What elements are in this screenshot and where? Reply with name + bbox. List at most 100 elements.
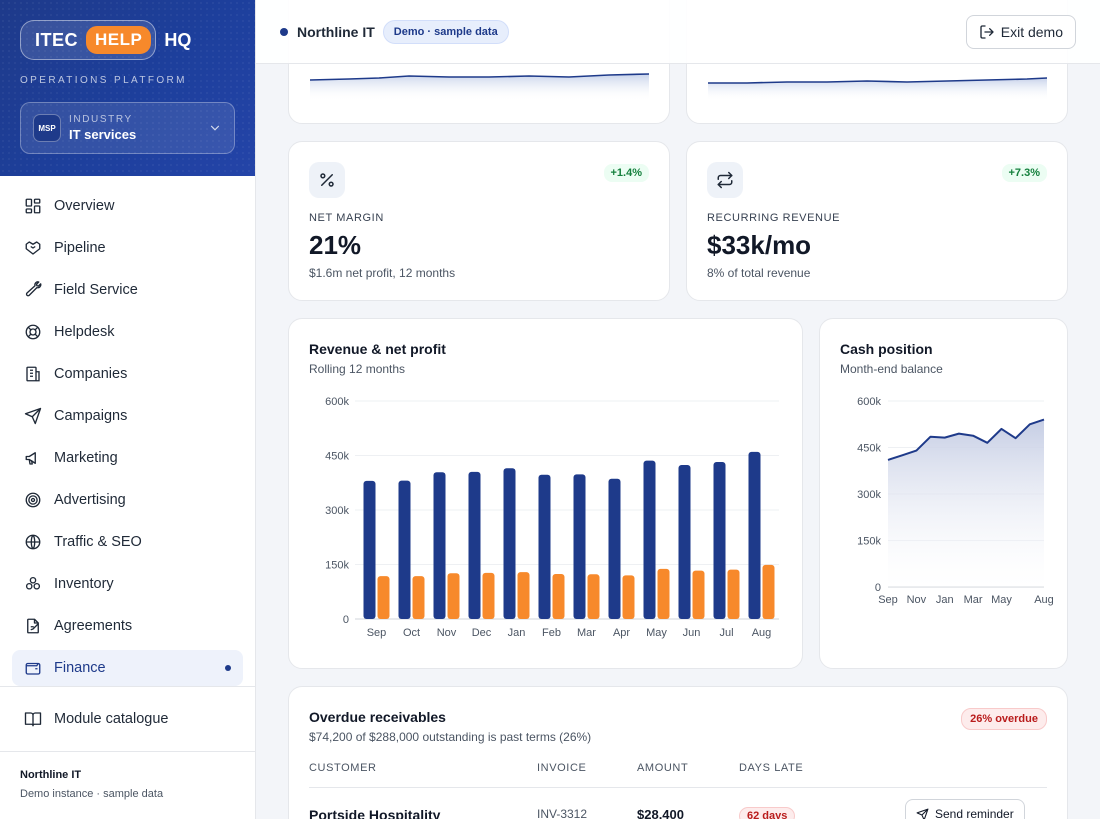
profit-bar <box>377 576 390 619</box>
x-tick-label: Jan <box>508 627 526 639</box>
logo-hq: HQ <box>164 29 192 50</box>
megaphone-icon <box>25 452 36 465</box>
sidebar-item-field-service[interactable]: Field Service <box>12 272 243 308</box>
invoice-amount: $28,400 <box>637 807 684 819</box>
revenue-chart-card: Revenue & net profit Rolling 12 months 0… <box>288 318 803 669</box>
x-tick-label: Sep <box>367 627 387 639</box>
exit-demo-button[interactable]: Exit demo <box>965 14 1076 49</box>
kpi-value: $33k/mo <box>707 230 812 260</box>
sidebar-item-pipeline[interactable]: Pipeline <box>12 230 243 266</box>
receivables-title: Overdue receivables <box>309 709 446 725</box>
chart-subtitle: Rolling 12 months <box>309 362 406 376</box>
profit-bar <box>727 569 740 619</box>
sidebar-item-advertising[interactable]: Advertising <box>12 482 243 518</box>
x-tick-label: Mar <box>577 627 596 639</box>
sidebar-item-companies[interactable]: Companies <box>12 356 243 392</box>
send-icon <box>916 808 929 819</box>
repeat-icon <box>707 162 743 198</box>
y-tick-label: 0 <box>343 614 349 626</box>
sidebar-item-label: Traffic & SEO <box>54 534 142 550</box>
boxes-icon <box>25 576 41 590</box>
demo-badge: Demo · sample data <box>382 19 509 44</box>
sidebar-item-finance[interactable]: Finance <box>12 650 243 686</box>
chart-subtitle: Month-end balance <box>840 362 943 376</box>
y-tick-label: 150k <box>325 560 349 572</box>
book-icon <box>24 712 42 727</box>
x-tick-label: Oct <box>403 627 420 639</box>
days-late-badge: 62 days <box>739 807 796 819</box>
send-reminder-button[interactable]: Send reminder <box>905 799 1025 819</box>
receivables-subtitle: $74,200 of $288,000 outstanding is past … <box>309 730 592 744</box>
sidebar-divider <box>0 751 255 752</box>
kpi-delta-badge: +7.3% <box>1001 164 1047 182</box>
x-tick-label: Jun <box>683 627 701 639</box>
x-tick-label: Mar <box>964 594 983 606</box>
overdue-badge: 26% overdue <box>961 708 1047 730</box>
lifebuoy-icon <box>25 324 41 340</box>
contract-icon <box>27 618 39 634</box>
revenue-bar <box>748 451 761 619</box>
x-tick-label: Jan <box>936 594 954 606</box>
sidebar-item-label: Pipeline <box>54 240 106 256</box>
x-tick-label: Aug <box>1034 594 1054 606</box>
receivables-card: Overdue receivables $74,200 of $288,000 … <box>288 686 1068 819</box>
sidebar-item-traffic-seo[interactable]: Traffic & SEO <box>12 524 243 560</box>
sidebar-item-overview[interactable]: Overview <box>12 188 243 224</box>
column-header-amount: AMOUNT <box>637 762 689 774</box>
instance-subtitle: Demo instance · sample data <box>20 788 164 800</box>
brand-subtitle: OPERATIONS PLATFORM <box>20 75 187 86</box>
y-tick-label: 300k <box>857 489 881 501</box>
cash-area-chart: 0 150k 300k 450k 600k Sep Nov Jan Mar May Aug <box>857 396 1054 606</box>
sidebar-item-agreements[interactable]: Agreements <box>12 608 243 644</box>
kpi-label: RECURRING REVENUE <box>707 212 841 224</box>
logo-pill: ITEC HELP <box>20 20 157 60</box>
topbar: Northline IT Demo · sample data Exit dem… <box>256 0 1100 64</box>
sidebar-item-module-catalogue[interactable]: Module catalogue <box>12 701 243 737</box>
industry-badge: MSP <box>33 114 61 142</box>
y-tick-label: 600k <box>857 396 881 408</box>
y-tick-label: 150k <box>857 536 881 548</box>
logo[interactable]: ITEC HELP HQ <box>20 20 235 60</box>
sidebar-divider <box>0 686 255 687</box>
sidebar-item-label: Companies <box>54 366 128 382</box>
column-header-days-late: DAYS LATE <box>739 762 804 774</box>
revenue-bar <box>573 474 586 619</box>
revenue-bar <box>538 474 551 619</box>
sidebar-item-marketing[interactable]: Marketing <box>12 440 243 476</box>
revenue-bar-chart: 0 150k 300k 450k 600k Sep Oct Nov Dec Jan Feb Mar Ap… <box>325 396 779 639</box>
x-tick-label: Nov <box>907 594 927 606</box>
y-tick-label: 450k <box>325 451 349 463</box>
x-tick-label: Nov <box>437 627 457 639</box>
x-tick-label: Apr <box>613 627 630 639</box>
column-header-customer: CUSTOMER <box>309 762 377 774</box>
profit-bar <box>552 573 565 619</box>
building-icon <box>26 366 40 382</box>
sidebar-item-label: Overview <box>54 198 115 214</box>
sidebar-item-inventory[interactable]: Inventory <box>12 566 243 602</box>
cash-chart-card: Cash position Month-end balance 0 150k 300… <box>819 318 1068 669</box>
chart-title: Revenue & net profit <box>309 341 446 357</box>
sparkline <box>708 77 1048 101</box>
brand-header: ITEC HELP HQ OPERATIONS PLATFORM MSP IND… <box>0 0 255 176</box>
table-divider <box>309 787 1047 788</box>
send-icon <box>24 407 42 425</box>
profit-bar <box>622 575 635 619</box>
sidebar-item-label: Finance <box>54 660 106 676</box>
industry-selector[interactable]: MSP INDUSTRY IT services <box>20 102 235 154</box>
sidebar-item-label: Inventory <box>54 576 114 592</box>
sidebar-item-label: Module catalogue <box>54 711 169 727</box>
revenue-bar <box>503 468 516 619</box>
org-status-dot <box>280 27 288 36</box>
sidebar-item-label: Helpdesk <box>54 324 115 340</box>
x-tick-label: Sep <box>878 594 898 606</box>
industry-value: IT services <box>69 127 137 142</box>
revenue-bar <box>468 471 481 619</box>
profit-bar <box>762 564 775 619</box>
sidebar-item-label: Marketing <box>54 450 118 466</box>
cash-line <box>887 418 1045 461</box>
percent-icon <box>309 162 345 198</box>
revenue-bar <box>713 462 726 619</box>
chevron-down-icon <box>210 125 220 131</box>
sidebar-item-helpdesk[interactable]: Helpdesk <box>12 314 243 350</box>
sidebar-item-campaigns[interactable]: Campaigns <box>12 398 243 434</box>
